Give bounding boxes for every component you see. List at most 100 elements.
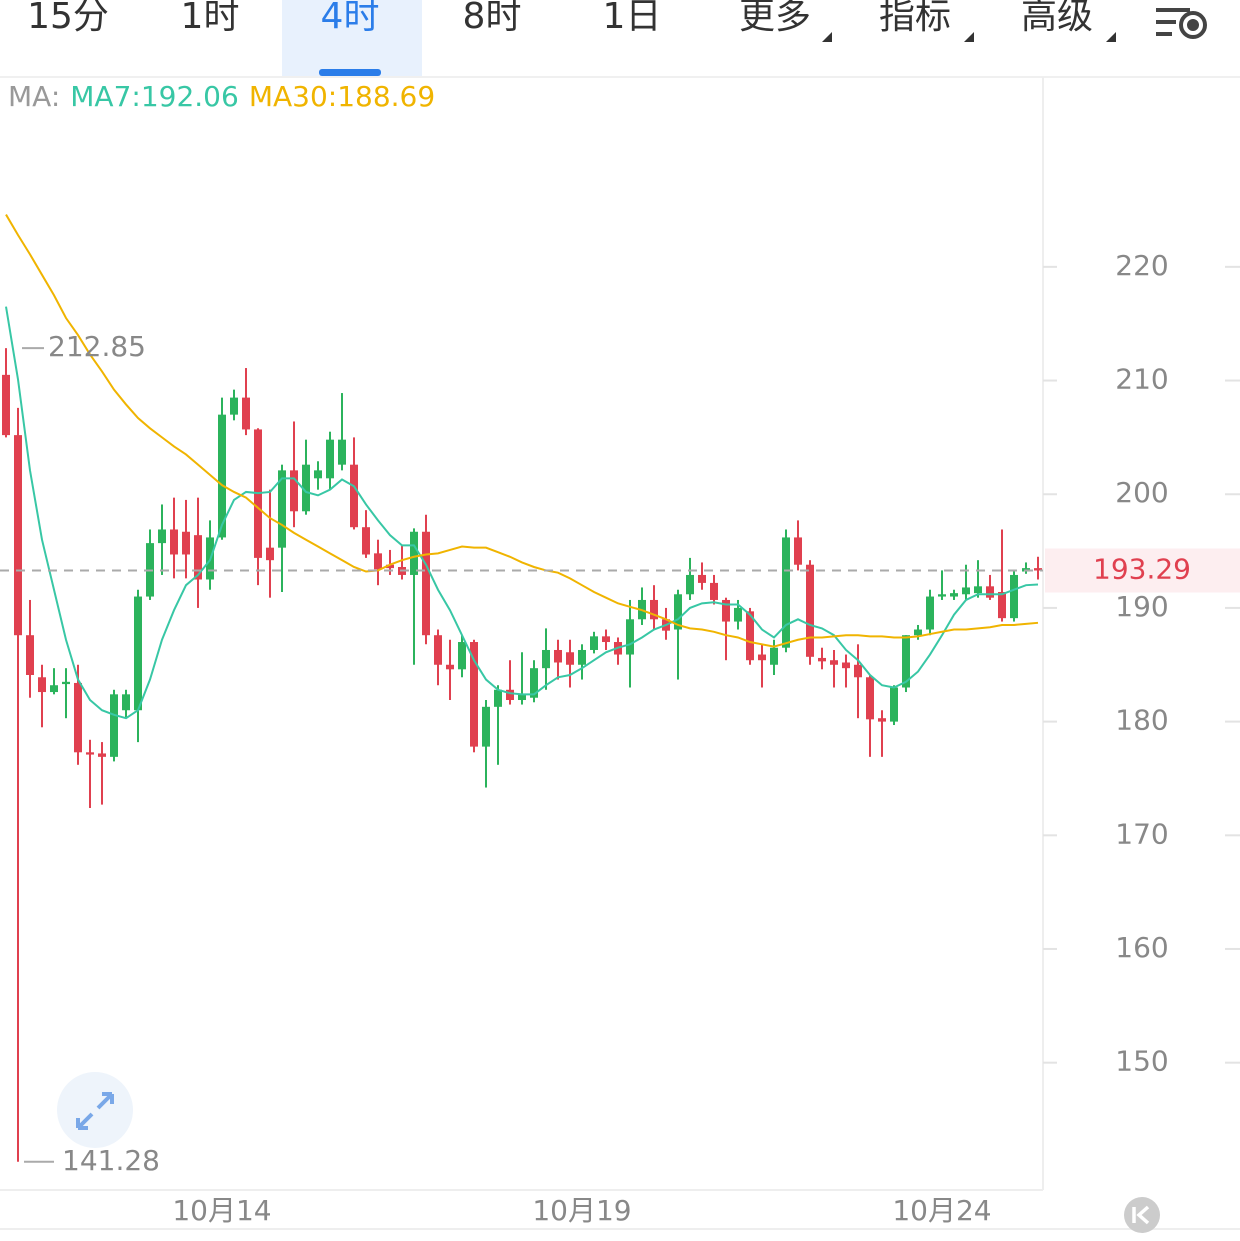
- candle-body: [950, 593, 958, 597]
- x-tick-label: 10月24: [892, 1194, 991, 1227]
- candle-body: [914, 629, 922, 636]
- candle-body: [746, 611, 754, 661]
- y-tick-label: 150: [1115, 1045, 1168, 1078]
- candle-body: [350, 464, 358, 528]
- candle-body: [110, 694, 118, 757]
- candle-body: [242, 397, 250, 430]
- candle-body: [446, 664, 454, 670]
- price-label-background: [1045, 548, 1240, 593]
- candle-body: [410, 531, 418, 575]
- candle-body: [266, 547, 274, 561]
- candle-body: [422, 531, 430, 636]
- candle-body: [830, 660, 838, 665]
- tab[interactable]: 指标: [879, 0, 951, 37]
- candle-body: [962, 587, 970, 595]
- candle-body: [782, 537, 790, 648]
- y-tick-label: 190: [1115, 590, 1168, 623]
- tab[interactable]: 高级: [1021, 0, 1093, 37]
- candle-body: [998, 592, 1006, 619]
- candle-body: [470, 642, 478, 747]
- max-label: 212.85: [48, 330, 146, 363]
- candle-body: [230, 397, 238, 415]
- active-tab-background: [282, 0, 422, 76]
- candle-body: [134, 596, 142, 711]
- price-label: 193.29: [1093, 553, 1191, 586]
- candle-body: [326, 439, 334, 479]
- candle-body: [74, 682, 82, 753]
- candle-body: [158, 529, 166, 544]
- tab[interactable]: 1日: [603, 0, 662, 37]
- tab[interactable]: 1时: [181, 0, 240, 37]
- candle-body: [278, 470, 286, 548]
- candle-body: [26, 635, 34, 675]
- y-tick-label: 180: [1115, 704, 1168, 737]
- y-tick-label: 210: [1115, 363, 1168, 396]
- candle-body: [794, 537, 802, 565]
- candle-body: [374, 553, 382, 570]
- candle-body: [650, 599, 658, 620]
- candle-body: [554, 649, 562, 663]
- y-tick-label: 200: [1115, 476, 1168, 509]
- candle-body: [974, 586, 982, 594]
- candle-body: [986, 586, 994, 598]
- candle-body: [62, 681, 70, 685]
- candle-body: [1034, 568, 1042, 571]
- scroll-to-end-button[interactable]: [1124, 1197, 1160, 1233]
- legend-entry: MA30:188.69: [249, 80, 435, 113]
- ma-line: [5, 214, 1039, 648]
- candle-body: [722, 599, 730, 622]
- y-tick-label: 160: [1115, 931, 1168, 964]
- candle-body: [818, 657, 826, 662]
- candle-body: [866, 677, 874, 720]
- x-tick-label: 10月19: [532, 1194, 631, 1227]
- candle-body: [710, 582, 718, 600]
- candle-body: [290, 470, 298, 512]
- candle-body: [602, 636, 610, 643]
- candle-body: [170, 529, 178, 555]
- candle-body: [926, 596, 934, 630]
- candle-body: [86, 752, 94, 755]
- candle-body: [362, 527, 370, 555]
- candle-body: [842, 662, 850, 669]
- candle-body: [590, 636, 598, 650]
- candle-body: [734, 607, 742, 622]
- legend-entry: MA7:192.06: [70, 80, 239, 113]
- candle-body: [626, 619, 634, 655]
- candle-body: [194, 535, 202, 580]
- y-tick-label: 170: [1115, 817, 1168, 850]
- candle-body: [686, 574, 694, 595]
- candle-body: [482, 706, 490, 747]
- candle-body: [770, 647, 778, 665]
- candle-body: [38, 677, 46, 693]
- candle-body: [902, 635, 910, 688]
- candle-body: [566, 652, 574, 665]
- candle-body: [698, 574, 706, 583]
- candle-body: [98, 753, 106, 757]
- candle-body: [878, 718, 886, 722]
- candle-body: [14, 435, 22, 636]
- x-tick-label: 10月14: [172, 1194, 271, 1227]
- candle-body: [2, 374, 10, 436]
- candle-body: [518, 694, 526, 701]
- candle-body: [890, 687, 898, 722]
- candle-body: [218, 414, 226, 538]
- candle-body: [314, 470, 322, 479]
- candle-body: [854, 664, 862, 678]
- tab[interactable]: 15分: [27, 0, 109, 37]
- candle-body: [758, 654, 766, 661]
- candle-body: [1010, 574, 1018, 619]
- expand-button[interactable]: [57, 1072, 133, 1148]
- ma-line: [5, 306, 1039, 720]
- tab[interactable]: 8时: [463, 0, 522, 37]
- tab[interactable]: 4时: [321, 0, 380, 37]
- candle-body: [494, 689, 502, 707]
- tab[interactable]: 更多: [739, 0, 811, 37]
- indicator-label: MA:: [8, 80, 60, 113]
- settings-icon[interactable]: [1156, 8, 1207, 39]
- candle-body: [458, 642, 466, 670]
- candle-body: [386, 564, 394, 569]
- min-label: 141.28: [62, 1144, 160, 1177]
- candle-body: [530, 668, 538, 698]
